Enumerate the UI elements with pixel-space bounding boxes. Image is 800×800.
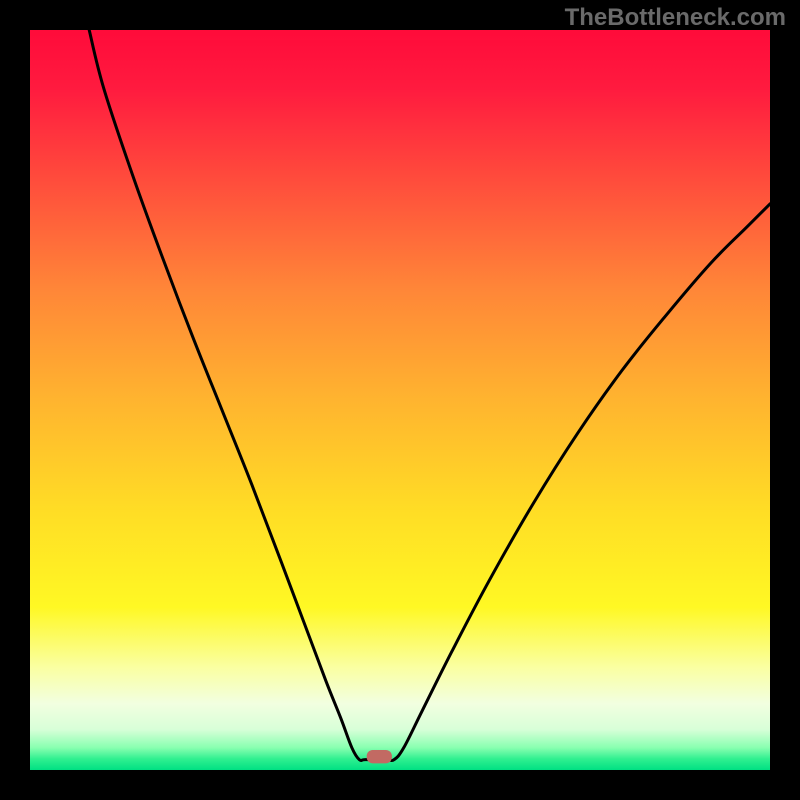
curve-layer	[30, 30, 770, 770]
watermark-text: TheBottleneck.com	[565, 4, 786, 32]
bottleneck-curve	[89, 30, 770, 761]
plot-area	[30, 30, 770, 770]
minimum-marker	[367, 750, 392, 763]
chart-stage: TheBottleneck.com	[0, 0, 800, 800]
